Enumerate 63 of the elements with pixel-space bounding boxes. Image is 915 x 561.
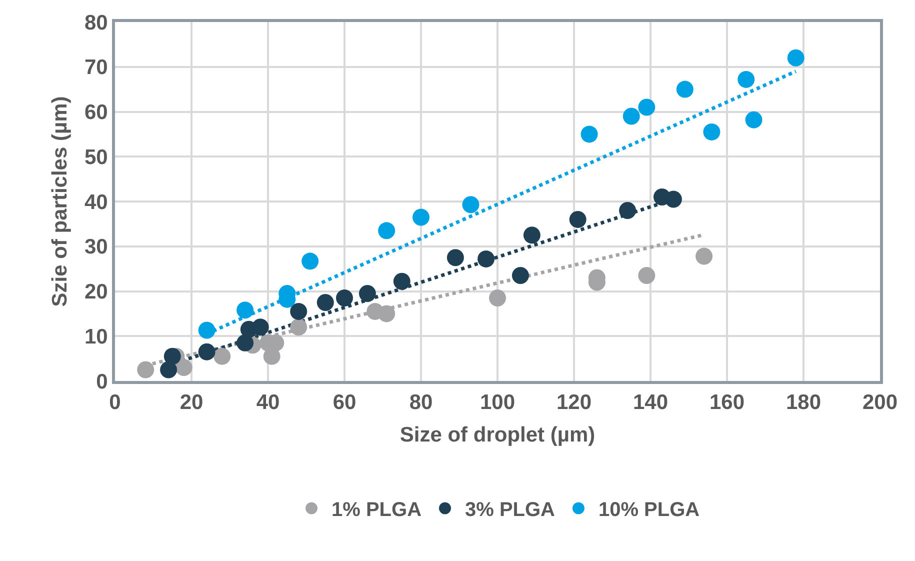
legend-label: 10% PLGA xyxy=(598,499,700,521)
point xyxy=(137,361,154,378)
point xyxy=(489,289,506,306)
y-axis-title: Szie of particles (µm) xyxy=(48,96,72,307)
x-tick-label: 40 xyxy=(256,391,280,414)
point xyxy=(787,49,804,66)
point xyxy=(462,196,480,214)
x-tick-label: 200 xyxy=(862,391,898,414)
legend-label: 1% PLGA xyxy=(332,499,422,521)
y-tick-label: 40 xyxy=(84,190,108,214)
point xyxy=(738,70,755,88)
point xyxy=(745,111,762,128)
y-tick-label: 20 xyxy=(84,280,108,304)
point xyxy=(252,318,269,336)
x-axis-title: Size of droplet (µm) xyxy=(400,423,596,446)
point xyxy=(378,222,396,240)
x-tick-label: 80 xyxy=(409,391,433,414)
point xyxy=(236,334,254,352)
point xyxy=(198,343,216,360)
point xyxy=(703,123,720,140)
x-tick-label: 160 xyxy=(709,391,745,414)
point xyxy=(412,208,430,226)
point xyxy=(676,80,694,98)
x-tick-label: 60 xyxy=(332,391,356,414)
point xyxy=(446,249,464,266)
point xyxy=(336,289,353,306)
point xyxy=(160,361,178,378)
point xyxy=(290,318,308,336)
point xyxy=(358,284,376,302)
point xyxy=(214,348,231,365)
point xyxy=(164,348,181,365)
point xyxy=(175,359,192,376)
point xyxy=(523,226,540,244)
y-tick-label: 60 xyxy=(84,101,108,124)
x-tick-label: 20 xyxy=(180,391,204,414)
x-tick-label: 180 xyxy=(786,391,822,414)
y-tick-label: 10 xyxy=(84,325,108,348)
x-tick-label: 120 xyxy=(556,391,592,414)
y-tick-label: 80 xyxy=(84,11,108,34)
point xyxy=(198,322,216,339)
y-tick-label: 0 xyxy=(96,370,108,394)
point xyxy=(664,190,682,208)
point xyxy=(622,108,640,125)
point xyxy=(619,202,636,219)
point xyxy=(580,126,598,143)
legend-label: 3% PLGA xyxy=(464,499,556,521)
point xyxy=(302,252,319,270)
point xyxy=(569,210,586,228)
x-tick-label: 140 xyxy=(632,391,668,414)
x-tick-label: 100 xyxy=(480,391,516,414)
point xyxy=(638,267,656,284)
point xyxy=(478,250,495,268)
point xyxy=(316,294,334,311)
y-tick-label: 70 xyxy=(84,56,108,80)
point xyxy=(638,98,656,116)
point xyxy=(236,302,254,319)
point xyxy=(393,272,410,290)
point xyxy=(512,267,529,284)
y-tick-label: 50 xyxy=(84,146,108,169)
y-tick-label: 30 xyxy=(84,236,108,259)
point xyxy=(696,248,713,265)
point xyxy=(290,302,308,320)
point xyxy=(378,305,396,322)
